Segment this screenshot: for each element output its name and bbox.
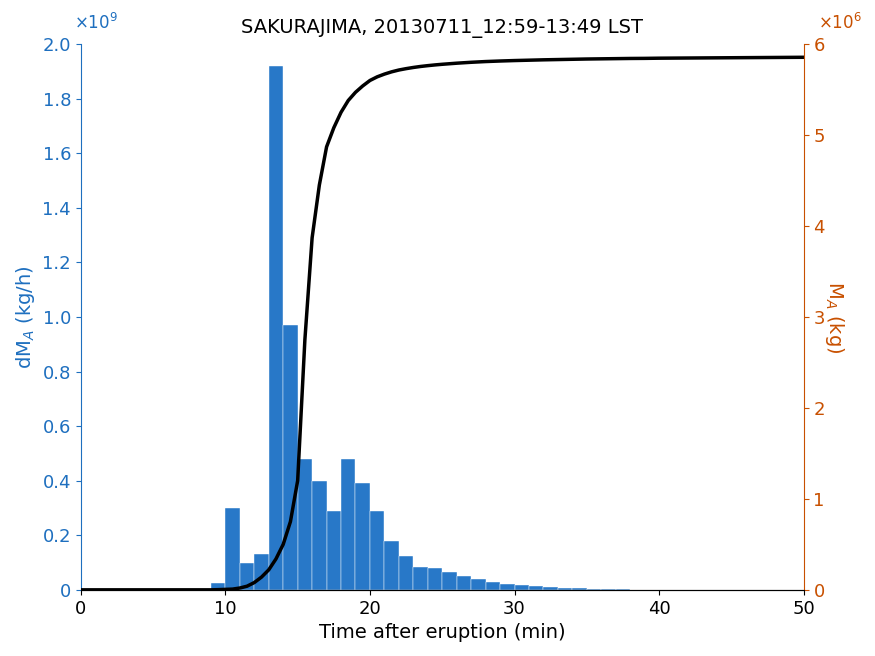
Bar [341, 459, 355, 590]
X-axis label: Time after eruption (min): Time after eruption (min) [318, 623, 565, 642]
Bar [284, 325, 298, 590]
Bar [413, 567, 428, 590]
Bar [558, 588, 572, 590]
Bar [355, 483, 370, 590]
Bar [298, 459, 312, 590]
Bar [240, 563, 255, 590]
Bar [457, 576, 471, 590]
Bar [543, 587, 558, 590]
Title: SAKURAJIMA, 20130711_12:59-13:49 LST: SAKURAJIMA, 20130711_12:59-13:49 LST [242, 19, 643, 38]
Bar [500, 584, 514, 590]
Bar [587, 589, 601, 590]
Bar [471, 579, 486, 590]
Bar [601, 589, 616, 590]
Bar [572, 588, 587, 590]
Bar [384, 541, 399, 590]
Bar [326, 511, 341, 590]
Bar [269, 66, 284, 590]
Bar [486, 582, 500, 590]
Bar [428, 568, 442, 590]
Text: $\times\mathregular{10}^{\mathregular{9}}$: $\times\mathregular{10}^{\mathregular{9}… [74, 13, 117, 33]
Bar [255, 554, 269, 590]
Bar [211, 583, 226, 590]
Bar [399, 556, 413, 590]
Y-axis label: dM$_A$ (kg/h): dM$_A$ (kg/h) [14, 265, 37, 369]
Text: $\times\mathregular{10}^{\mathregular{6}}$: $\times\mathregular{10}^{\mathregular{6}… [818, 13, 862, 33]
Bar [370, 511, 384, 590]
Bar [514, 585, 529, 590]
Bar [226, 508, 240, 590]
Bar [312, 481, 326, 590]
Bar [529, 586, 543, 590]
Bar [442, 572, 457, 590]
Y-axis label: M$_A$ (kg): M$_A$ (kg) [822, 281, 846, 353]
